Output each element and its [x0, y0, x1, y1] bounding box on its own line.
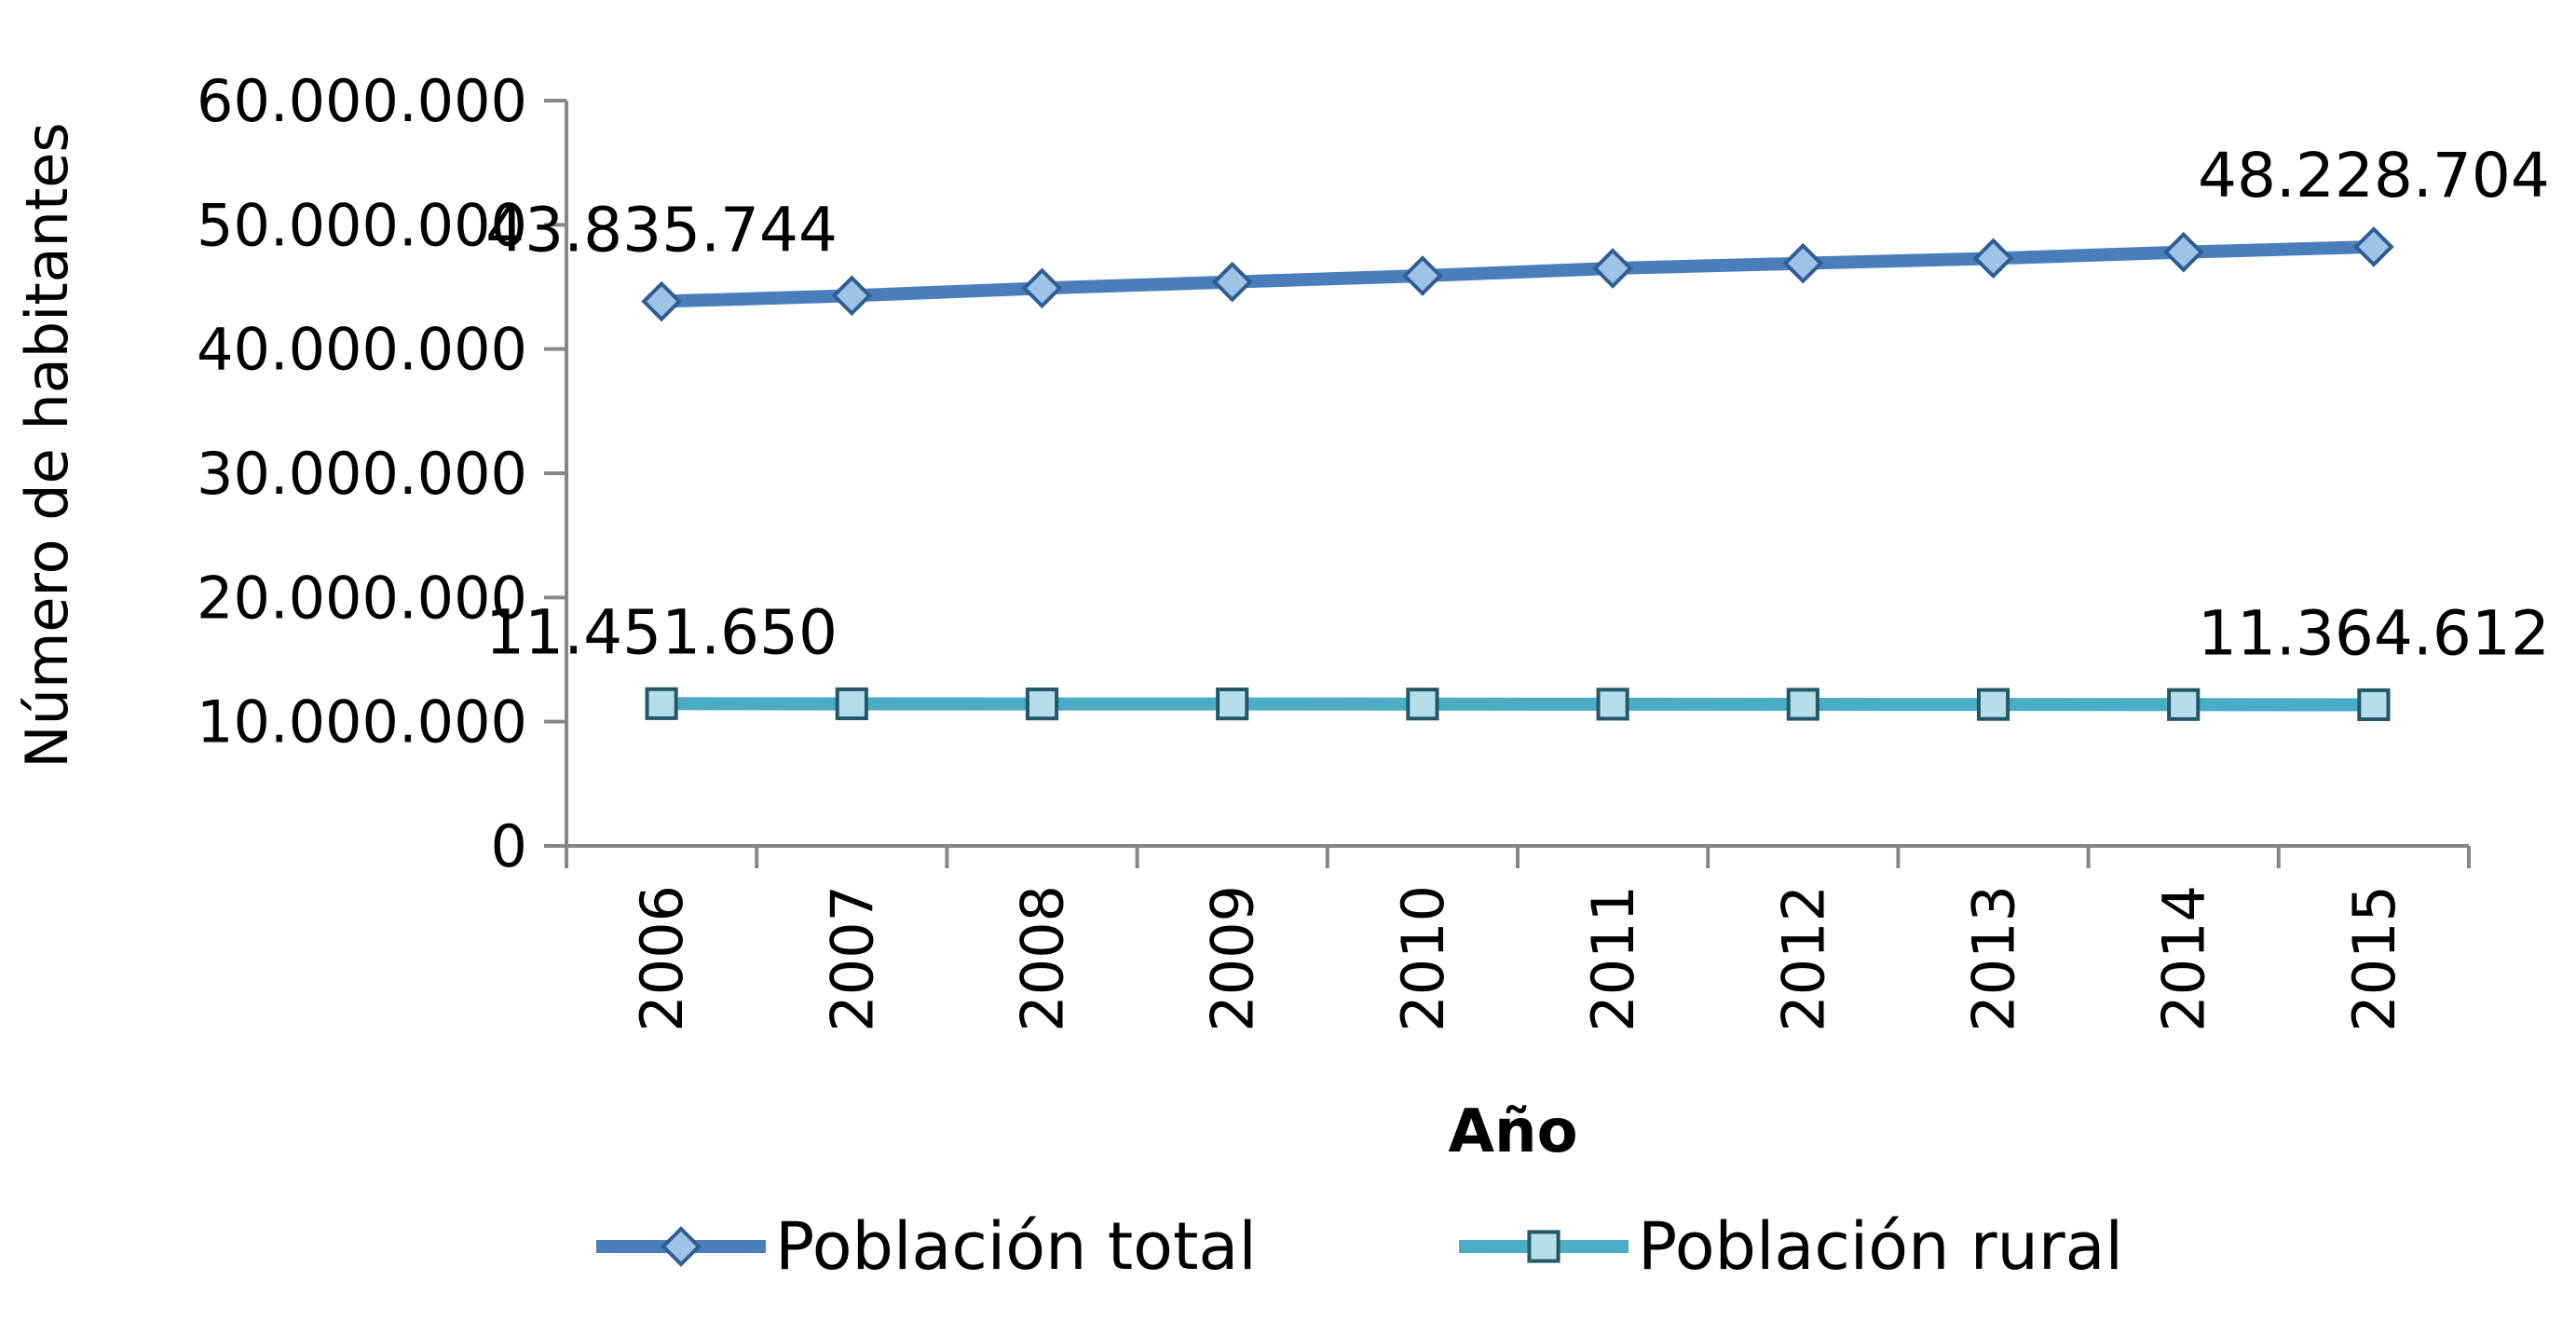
- legend-item: Población total: [596, 1208, 1257, 1285]
- x-tick-label: 2009: [1199, 885, 1267, 1032]
- data-point: [641, 280, 682, 322]
- legend-label: Población total: [775, 1208, 1257, 1285]
- x-tick-label: 2008: [1009, 885, 1077, 1032]
- y-tick-label: 60.000.000: [197, 67, 527, 135]
- x-tick-label: 2015: [2340, 885, 2408, 1032]
- data-label: 43.835.744: [485, 195, 838, 266]
- data-point: [1211, 261, 1253, 303]
- data-point: [1025, 688, 1059, 721]
- data-point: [1021, 267, 1063, 309]
- y-axis-label: Número de habitantes: [13, 122, 81, 768]
- legend-label: Población rural: [1638, 1208, 2123, 1285]
- x-tick-label: 2012: [1769, 885, 1837, 1032]
- data-point: [1976, 688, 2010, 721]
- x-axis-label: Año: [1448, 1097, 1577, 1166]
- legend-swatch-marker: [661, 1226, 702, 1267]
- data-point: [2353, 226, 2394, 267]
- x-tick-label: 2006: [628, 885, 696, 1032]
- series-1: [641, 226, 2394, 322]
- data-point: [2167, 688, 2201, 721]
- data-point: [1402, 255, 1443, 296]
- data-point: [1592, 248, 1633, 289]
- y-tick-label: 40.000.000: [197, 316, 527, 384]
- x-axis: 2006 2007 2008 2009 2010 2011 2012 2013 2014 2015: [565, 844, 2471, 1032]
- x-tick-label: 2007: [818, 885, 886, 1032]
- data-point: [831, 275, 873, 317]
- legend-swatch-marker: [1527, 1230, 1561, 1263]
- x-tick-label: 2013: [1960, 885, 2028, 1032]
- data-point: [1786, 688, 1820, 721]
- data-point: [1216, 688, 1249, 721]
- data-point: [2162, 231, 2204, 273]
- data-labels: 43.835.744 48.228.704 11.451.650 11.364.612: [485, 140, 2550, 670]
- data-point: [645, 687, 678, 720]
- series-2: [645, 687, 2391, 722]
- series-line: [661, 239, 2375, 308]
- y-tick-label: 50.000.000: [197, 191, 527, 259]
- x-tick-label: 2010: [1389, 885, 1457, 1032]
- data-point: [1596, 688, 1629, 721]
- series-line: [661, 697, 2374, 712]
- data-point: [1972, 238, 2014, 279]
- series-layer: [641, 226, 2394, 722]
- data-point: [2357, 688, 2391, 722]
- x-tick-label: 2011: [1579, 885, 1647, 1032]
- data-label: 11.364.612: [2198, 597, 2550, 669]
- legend: Población total Población rural: [596, 1208, 2123, 1285]
- y-axis: 0 10.000.000 20.000.000 30.000.000 40.000.00…: [197, 67, 568, 880]
- data-point: [1782, 242, 1824, 284]
- y-tick-label: 10.000.000: [197, 688, 527, 756]
- data-label: 11.451.650: [485, 596, 838, 668]
- data-point: [835, 687, 868, 721]
- y-tick-label: 30.000.000: [197, 440, 527, 508]
- y-tick-label: 0: [491, 812, 527, 880]
- x-tick-label: 2014: [2150, 885, 2218, 1032]
- y-tick-label: 20.000.000: [197, 564, 527, 632]
- data-label: 48.228.704: [2198, 140, 2550, 211]
- data-point: [1406, 688, 1439, 721]
- legend-item: Población rural: [1459, 1208, 2123, 1285]
